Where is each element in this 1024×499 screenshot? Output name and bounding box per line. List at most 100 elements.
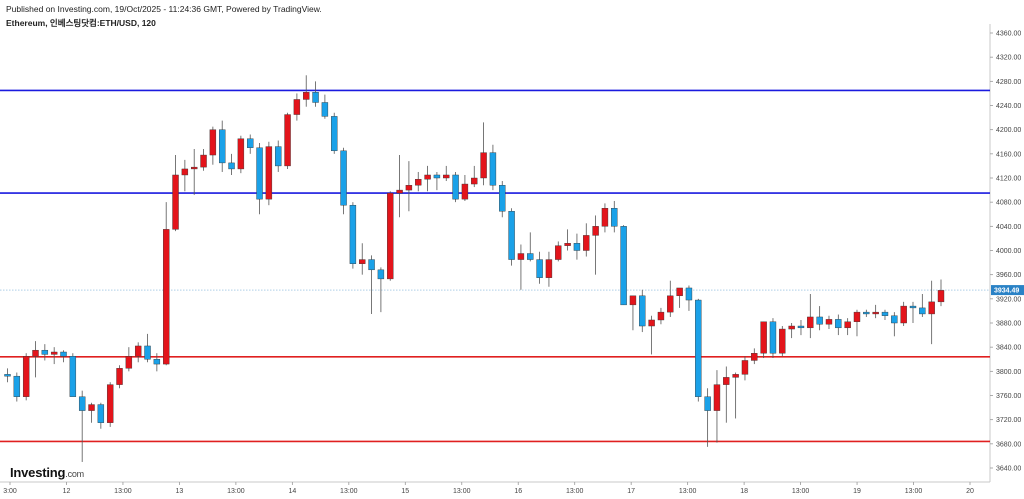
- candle-body: [256, 147, 263, 200]
- candle: [125, 347, 133, 372]
- candle: [293, 93, 301, 121]
- candle-body: [32, 349, 39, 357]
- candle: [78, 390, 86, 462]
- price-axis[interactable]: 3640.00 3680.00 3720.00 3760.00 3800.00 3840.…: [990, 31, 1021, 473]
- y-tick-label: 3720.00: [996, 417, 1021, 424]
- candle-body: [200, 154, 207, 168]
- candle: [872, 304, 879, 319]
- y-tick-label: 3960.00: [996, 272, 1021, 279]
- candle: [499, 181, 506, 218]
- candle-body: [685, 287, 693, 301]
- candle-body: [209, 129, 217, 156]
- candle: [275, 140, 282, 172]
- candle: [190, 149, 198, 195]
- candle-body: [471, 177, 478, 185]
- candle: [545, 251, 553, 287]
- candle-body: [527, 253, 534, 260]
- candle-body: [620, 226, 627, 306]
- candle-body: [452, 174, 459, 200]
- candle: [527, 232, 534, 262]
- x-tick-label: 13:00: [792, 488, 810, 495]
- chart-header: Published on Investing.com, 19/Oct/2025 …: [6, 4, 322, 29]
- candle-body: [499, 185, 506, 212]
- x-tick-label: 13: [176, 488, 184, 495]
- candle-body: [611, 208, 618, 227]
- candle-body: [41, 349, 49, 355]
- candle-body: [881, 311, 889, 316]
- candle: [517, 244, 525, 290]
- candle-body: [816, 316, 823, 325]
- x-tick-label: 17: [627, 488, 635, 495]
- candle-body: [106, 384, 114, 423]
- time-axis[interactable]: 3:00 12 13:00 13 13:00 14 13:00 15 13:00 16 13:00 1…: [3, 482, 974, 495]
- candle: [713, 370, 721, 443]
- candle: [134, 342, 142, 363]
- candle: [116, 365, 123, 389]
- candle: [303, 75, 310, 107]
- candle: [779, 326, 786, 357]
- candle: [863, 309, 870, 317]
- candle: [592, 215, 599, 275]
- candle: [676, 287, 683, 308]
- candle-body: [797, 325, 805, 329]
- candle: [41, 344, 49, 361]
- candle: [219, 120, 226, 172]
- candle-body: [284, 114, 291, 167]
- y-tick-label: 4080.00: [996, 200, 1021, 207]
- candle-body: [293, 99, 301, 115]
- horizontal-lines: [0, 89, 990, 443]
- candle-body: [162, 229, 170, 365]
- candle-body: [676, 287, 683, 297]
- x-tick-label: 18: [740, 488, 748, 495]
- candle-body: [60, 351, 67, 357]
- candle-body: [592, 226, 599, 236]
- x-tick-label: 12: [63, 488, 71, 495]
- x-tick-label: 13:00: [114, 488, 132, 495]
- y-tick-label: 4360.00: [996, 31, 1021, 38]
- candle-body: [69, 356, 77, 397]
- candle: [50, 347, 58, 365]
- candle: [405, 161, 413, 212]
- candle: [181, 159, 189, 192]
- candle: [489, 144, 497, 191]
- candle: [639, 289, 646, 333]
- current-price-tag-text: 3934.49: [994, 288, 1019, 295]
- candle: [825, 315, 833, 330]
- candle-body: [377, 269, 385, 280]
- candle: [387, 191, 394, 281]
- y-tick-label: 3680.00: [996, 441, 1021, 448]
- candle-body: [50, 351, 58, 355]
- y-tick-label: 4160.00: [996, 151, 1021, 158]
- y-tick-label: 4320.00: [996, 55, 1021, 62]
- candle: [162, 202, 170, 366]
- candle: [471, 165, 478, 188]
- candle: [247, 134, 254, 154]
- candle: [4, 368, 11, 383]
- x-tick-label: 13:00: [905, 488, 923, 495]
- chart-symbol-title: Ethereum, 인베스팅닷컴:ETH/USD, 120: [6, 18, 156, 28]
- x-tick-label: 16: [514, 488, 522, 495]
- candle: [13, 372, 21, 402]
- candle: [536, 251, 543, 284]
- candle-body: [937, 290, 945, 303]
- candle-body: [228, 162, 235, 170]
- x-tick-label: 15: [401, 488, 409, 495]
- candle-body: [116, 368, 123, 385]
- candle: [601, 203, 609, 233]
- candle: [228, 153, 235, 175]
- candle: [611, 200, 618, 233]
- candle-body: [536, 259, 543, 278]
- candle-body: [153, 359, 161, 365]
- candle: [881, 309, 889, 320]
- candle: [452, 171, 459, 203]
- candle-body: [732, 374, 739, 378]
- candle: [480, 122, 487, 186]
- y-tick-label: 4040.00: [996, 224, 1021, 231]
- candle: [415, 171, 422, 192]
- candle-body: [741, 360, 749, 375]
- y-tick-label: 4240.00: [996, 103, 1021, 110]
- candle-body: [396, 189, 403, 194]
- candle-body: [872, 311, 879, 315]
- candle-body: [788, 325, 795, 330]
